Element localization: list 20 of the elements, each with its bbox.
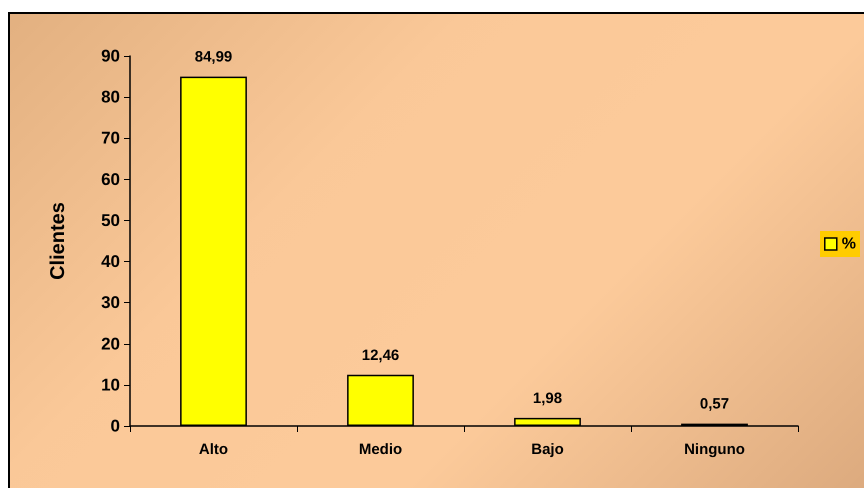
y-tick-label: 90	[101, 46, 120, 66]
y-tick-label: 30	[101, 293, 120, 312]
legend-label: %	[842, 236, 856, 252]
data-label: 12,46	[362, 346, 400, 364]
x-tick-label: Bajo	[531, 441, 564, 458]
x-tick-label: Medio	[358, 441, 402, 458]
y-tick-label: 20	[101, 334, 120, 354]
y-tick-label: 10	[101, 375, 120, 394]
data-label: 0,57	[700, 396, 730, 413]
y-tick-label: 60	[101, 170, 120, 189]
data-label: 1,98	[532, 390, 562, 407]
y-tick-label: 50	[101, 210, 120, 230]
data-label: 84,99	[194, 48, 232, 66]
x-tick-label: Ninguno	[684, 441, 745, 458]
y-tick-label: 70	[101, 128, 120, 148]
y-tick-label: 0	[110, 416, 120, 436]
y-tick-label: 80	[101, 88, 120, 107]
x-tick-label: Alto	[198, 441, 228, 458]
y-axis-title: Clientes	[47, 202, 69, 280]
y-tick-label: 40	[101, 252, 120, 272]
